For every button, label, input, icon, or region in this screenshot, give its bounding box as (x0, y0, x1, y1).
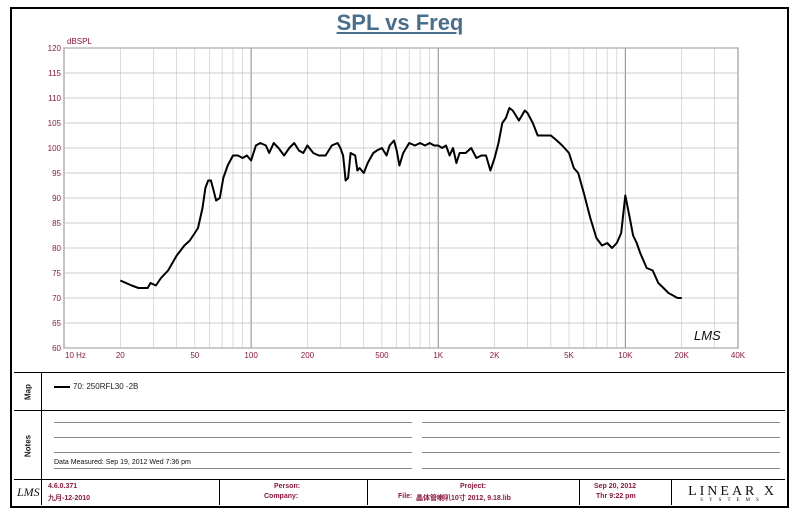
note-line (422, 422, 780, 423)
version-text: 4.6.0.371 (48, 483, 78, 490)
x-tick-label: 20 (116, 351, 125, 360)
y-tick-label: 105 (48, 119, 62, 128)
y-tick-label: 80 (52, 244, 61, 253)
note-line (54, 452, 412, 453)
series-group (119, 107, 682, 299)
legend-entry: 70: 250RFL30 -2B (54, 382, 138, 391)
x-tick-label: 5K (564, 351, 574, 360)
x-tick-label: 20K (675, 351, 690, 360)
y-tick-label: 85 (52, 219, 61, 228)
footer-date-cell: Sep 20, 2012 Thr 9:22 pm (580, 480, 672, 505)
note-line (422, 452, 780, 453)
legend-swatch (54, 385, 70, 388)
y-tick-label: 110 (48, 94, 61, 103)
time-text: Thr 9:22 pm (596, 493, 636, 500)
chart-title: SPL vs Freq (336, 10, 464, 35)
x-tick-label: 100 (244, 351, 258, 360)
note-line (54, 468, 412, 469)
footer-logo-cell: LMS (14, 480, 42, 505)
y-tick-labels: 60 65 70 75 80 85 90 95 100 105 110 115 120 (48, 44, 62, 353)
x-tick-label: 2K (490, 351, 500, 360)
lms-watermark: LMS (694, 328, 721, 343)
note-line (54, 437, 412, 438)
company-label: Company: (264, 493, 299, 500)
x-tick-label: 40K (731, 351, 746, 360)
y-tick-label: 95 (52, 169, 61, 178)
y-tick-label: 60 (52, 344, 61, 353)
y-tick-label: 75 (52, 269, 61, 278)
footer-lms-logo: LMS (17, 485, 40, 499)
notes-section: Notes Data Measured: Sep 19, 2012 Wed 7:… (14, 410, 785, 480)
series-line (119, 107, 682, 299)
x-tick-label: 500 (375, 351, 389, 360)
y-tick-label: 115 (48, 69, 61, 78)
legend-label: 70: 250RFL30 -2B (73, 382, 139, 391)
y-axis-label: dBSPL (67, 37, 92, 46)
linearx-logo: LINEAR X SYSTEMS (688, 484, 777, 503)
y-tick-label: 100 (48, 144, 62, 153)
footer-version-cell: 4.6.0.371 九月-12-2010 (42, 480, 220, 505)
lower-panel: Map 70: 250RFL30 -2B Notes Data Measured… (14, 372, 785, 505)
footer-bar: LMS 4.6.0.371 九月-12-2010 Person: Company… (14, 479, 785, 505)
map-section: Map 70: 250RFL30 -2B (14, 372, 785, 411)
person-label: Person: (274, 483, 301, 490)
x-tick-label: 1K (433, 351, 443, 360)
grid (63, 47, 739, 349)
x-tick-label: 10 Hz (65, 351, 86, 360)
file-label: File: (398, 493, 413, 500)
footer-project-cell: Project: File: 晶体管喇叭10寸 2012, 9.18.lib (368, 480, 580, 505)
x-tick-labels: 10 Hz 20 50 100 200 500 1K 2K 5K 10K 20K 40K (65, 351, 746, 360)
x-tick-label: 50 (190, 351, 199, 360)
data-measured-text: Data Measured: Sep 19, 2012 Wed 7:36 pm (54, 459, 191, 466)
y-tick-label: 70 (52, 294, 61, 303)
note-line (422, 468, 780, 469)
x-tick-label: 10K (618, 351, 633, 360)
x-tick-label: 200 (301, 351, 315, 360)
note-line (54, 422, 412, 423)
notes-side-label: Notes (14, 411, 42, 480)
y-tick-label: 120 (48, 44, 62, 53)
project-label: Project: (460, 483, 487, 490)
y-tick-label: 90 (52, 194, 61, 203)
map-side-label: Map (14, 373, 42, 411)
note-line (422, 437, 780, 438)
version-date-text: 九月-12-2010 (48, 495, 91, 502)
footer-person-cell: Person: Company: (220, 480, 368, 505)
y-tick-label: 65 (52, 319, 61, 328)
date-text: Sep 20, 2012 (594, 483, 637, 490)
spl-chart: 60 65 70 75 80 85 90 95 100 105 110 115 120 10 Hz 20 5… (48, 37, 746, 360)
file-name: 晶体管喇叭10寸 2012, 9.18.lib (416, 495, 511, 502)
